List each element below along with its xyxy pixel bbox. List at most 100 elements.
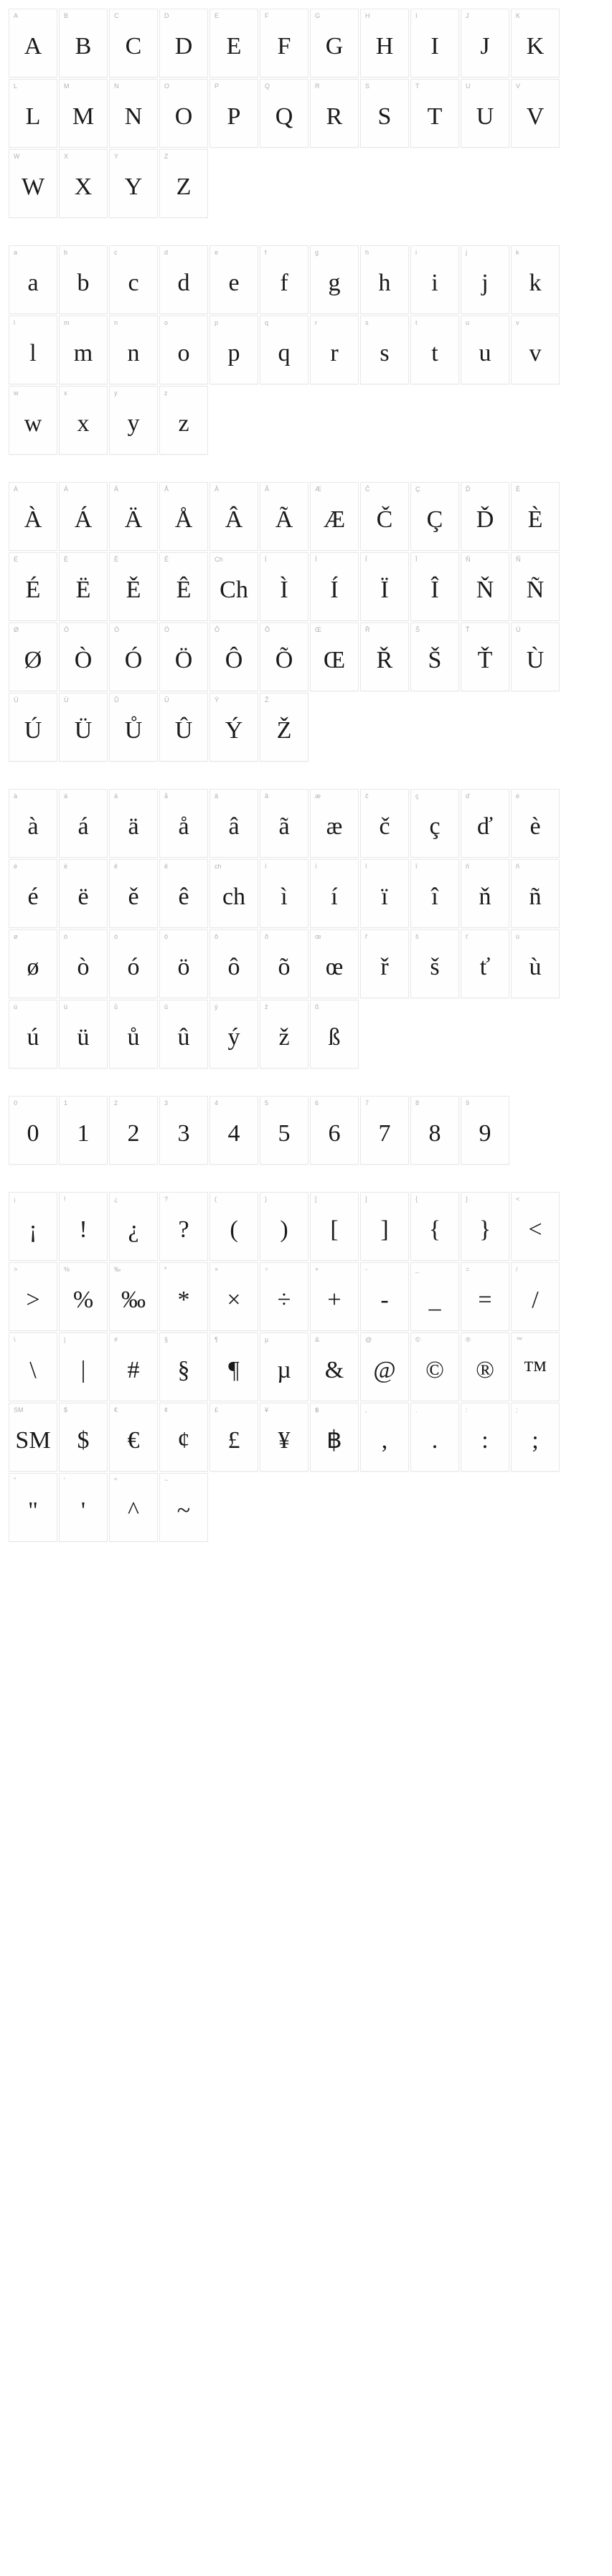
glyph-display: µ: [260, 1346, 308, 1401]
glyph-label: ů: [110, 1000, 157, 1013]
glyph-display: ů: [110, 1013, 157, 1068]
glyph-cell: --: [360, 1262, 409, 1331]
glyph-display: Ã: [260, 496, 308, 550]
glyph-display: s: [361, 329, 408, 384]
glyph-cell: ®®: [461, 1332, 509, 1401]
glyph-display: n: [110, 329, 157, 384]
glyph-display: ": [9, 1487, 57, 1541]
glyph-label: ê: [160, 860, 207, 873]
glyph-display: ch: [210, 873, 258, 927]
glyph-display: 0: [9, 1109, 57, 1164]
glyph-cell: HH: [360, 9, 409, 77]
glyph-label: {: [411, 1193, 458, 1206]
glyph-display: Ň: [461, 566, 509, 620]
glyph-display: Ů: [110, 706, 157, 761]
glyph-label: V: [512, 80, 559, 93]
glyph-display: Ø: [9, 636, 57, 691]
glyph-label: Ò: [60, 623, 107, 636]
glyph-cell: WW: [9, 149, 57, 218]
glyph-label: n: [110, 316, 157, 329]
glyph-cell: §§: [159, 1332, 208, 1401]
glyph-label: €: [110, 1403, 157, 1416]
glyph-display: S: [361, 93, 408, 147]
glyph-display: j: [461, 259, 509, 313]
glyph-cell: __: [410, 1262, 459, 1331]
glyph-display: û: [160, 1013, 207, 1068]
glyph-label: Q: [260, 80, 308, 93]
glyph-display: N: [110, 93, 157, 147]
glyph-label: K: [512, 9, 559, 22]
glyph-label: S: [361, 80, 408, 93]
glyph-display: é: [9, 873, 57, 927]
glyph-cell: 88: [410, 1096, 459, 1165]
glyph-label: C: [110, 9, 157, 22]
glyph-cell: qq: [260, 316, 309, 384]
glyph-label: N: [110, 80, 157, 93]
glyph-display: å: [160, 802, 207, 857]
glyph-label: A: [9, 9, 57, 22]
glyph-display: ]: [361, 1206, 408, 1260]
glyph-cell: ~~: [159, 1473, 208, 1542]
glyph-cell: $$: [59, 1403, 108, 1472]
glyph-cell: ÆÆ: [310, 482, 359, 551]
glyph-label: >: [9, 1263, 57, 1276]
glyph-display: (: [210, 1206, 258, 1260]
glyph-cell: ÙÙ: [511, 622, 560, 691]
glyph-label: Ù: [512, 623, 559, 636]
glyph-display: Ú: [9, 706, 57, 761]
glyph-label: ó: [110, 930, 157, 943]
glyph-label: é: [9, 860, 57, 873]
glyph-cell: ěě: [109, 859, 158, 928]
glyph-cell: ÊÊ: [159, 552, 208, 621]
glyph-cell: ÌÌ: [260, 552, 309, 621]
glyph-label: =: [461, 1263, 509, 1276]
glyph-label: Ô: [210, 623, 258, 636]
glyph-display: Z: [160, 163, 207, 217]
glyph-display: G: [311, 22, 358, 77]
glyph-cell: ¡¡: [9, 1192, 57, 1261]
glyph-label: 2: [110, 1097, 157, 1109]
glyph-display: K: [512, 22, 559, 77]
glyph-label: \: [9, 1333, 57, 1346]
glyph-label: ò: [60, 930, 107, 943]
glyph-label: Ï: [361, 553, 408, 566]
glyph-label: ¢: [160, 1403, 207, 1416]
glyph-label: ř: [361, 930, 408, 943]
glyph-cell: RR: [310, 79, 359, 148]
glyph-display: è: [512, 802, 559, 857]
glyph-cell: "": [9, 1473, 57, 1542]
glyph-label: È: [512, 483, 559, 496]
glyph-display: ř: [361, 943, 408, 998]
glyph-display: ÷: [260, 1276, 308, 1330]
glyph-label: Å: [160, 483, 207, 496]
glyph-cell: bb: [59, 245, 108, 314]
glyph-display: Ť: [461, 636, 509, 691]
glyph-cell: ÒÒ: [59, 622, 108, 691]
glyph-label: û: [160, 1000, 207, 1013]
glyph-label: ™: [512, 1333, 559, 1346]
glyph-display: t: [411, 329, 458, 384]
glyph-label: &: [311, 1333, 358, 1346]
glyph-label: Ó: [110, 623, 157, 636]
glyph-cell: ÕÕ: [260, 622, 309, 691]
glyph-display: ï: [361, 873, 408, 927]
glyph-cell: 99: [461, 1096, 509, 1165]
glyph-cell: 66: [310, 1096, 359, 1165]
glyph-display: ã: [260, 802, 308, 857]
glyph-cell: àà: [9, 789, 57, 858]
glyph-cell: ĎĎ: [461, 482, 509, 551]
glyph-display: Û: [160, 706, 207, 761]
glyph-display: ฿: [311, 1416, 358, 1471]
glyph-cell: üü: [59, 1000, 108, 1069]
glyph-cell: µµ: [260, 1332, 309, 1401]
glyph-display: Ì: [260, 566, 308, 620]
glyph-label: ¿: [110, 1193, 157, 1206]
glyph-label: ç: [411, 790, 458, 802]
glyph-display: ¢: [160, 1416, 207, 1471]
glyph-label: ü: [60, 1000, 107, 1013]
glyph-display: d: [160, 259, 207, 313]
glyph-cell: BB: [59, 9, 108, 77]
glyph-cell: DD: [159, 9, 208, 77]
glyph-label: O: [160, 80, 207, 93]
glyph-display: €: [110, 1416, 157, 1471]
